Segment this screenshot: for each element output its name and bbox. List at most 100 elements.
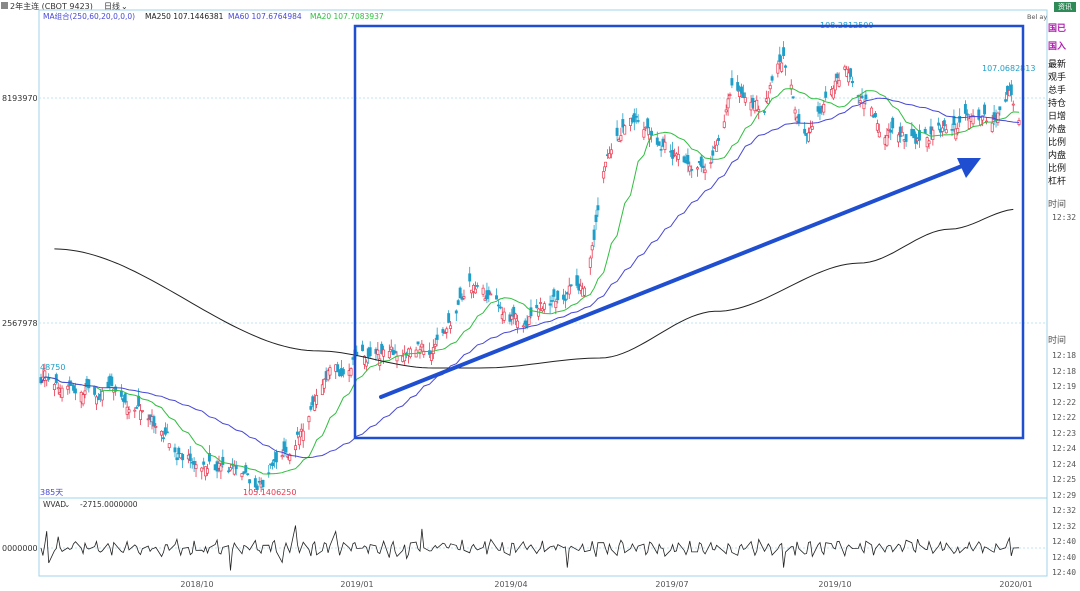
candle [165,423,169,434]
candle [835,72,839,85]
candle [173,443,177,458]
candle-body [833,80,837,91]
candle [682,155,686,163]
candle [548,295,552,314]
candle [274,449,278,469]
side-time-entry: 12:25 [1052,475,1077,484]
candle [60,385,64,402]
candle-body [904,134,908,142]
candle-body [623,125,627,135]
candle-body [192,461,196,465]
candle [885,128,889,147]
ma-group-label[interactable]: MA组合(250,60,20,0,0,0) [43,11,135,21]
candle [529,299,533,319]
chevron-down-icon[interactable]: ⌄ [121,2,128,11]
candle-body [284,446,288,453]
candle-body [280,455,284,458]
candle [246,473,250,476]
x-axis: 2018/10 2019/01 2019/04 2019/07 2019/10 … [180,580,1032,589]
candle [552,287,556,302]
candle-body [294,445,297,451]
candle-body [958,115,962,123]
candle-body [699,156,703,167]
candle [435,327,439,347]
candle [556,290,560,304]
candle [569,284,573,288]
candle-body [152,416,156,427]
candle-body [870,107,874,117]
candle-body [717,138,720,141]
candle [280,449,284,460]
candle-body [657,141,661,146]
candle [944,124,948,134]
candle [699,154,703,173]
candle-body [489,293,493,296]
candle-body [552,289,556,297]
candle [554,298,558,315]
side-time-header-1: 时间 [1048,200,1067,210]
news-badge[interactable]: 资讯 [1054,2,1076,12]
highlight-box [353,24,1025,440]
candle [592,225,596,247]
candle [843,64,847,71]
candle-body [782,47,786,56]
candle-body [728,94,732,97]
candle [965,109,969,121]
candle [297,431,301,450]
candle-body [807,132,810,142]
candle [481,284,485,298]
candle [542,301,546,313]
candle-body [889,129,893,133]
candle [736,75,740,92]
candle-body [420,343,424,348]
candle [376,342,380,359]
candle-body [688,165,692,172]
trend-arrow [379,158,981,399]
period-selector[interactable]: 日线 [104,1,120,11]
candle-body [336,364,340,373]
x-tick-label: 2019/04 [494,580,527,589]
candle-body [429,353,433,361]
candle [937,117,941,131]
candle [428,342,431,359]
candle-body [376,349,380,355]
candle [952,109,956,133]
candle-body [730,78,734,86]
candle-body [162,437,165,440]
window-icon[interactable] [1,2,8,9]
candle-body [127,409,131,413]
candle-body [364,361,368,367]
candle-body [496,304,500,307]
candle-body [472,285,475,292]
candle-body [607,153,611,159]
candle-body [650,130,653,136]
candle-body [711,150,715,156]
candle [607,146,611,159]
candle [468,266,472,288]
candle-body [349,368,353,376]
candle-body [248,479,252,484]
side-time-entry: 12:24 [1052,444,1077,453]
candle-body [594,214,598,223]
candle [768,82,772,94]
ma60-label: MA60 107.6764984 [228,12,302,21]
candle-body [487,290,491,295]
candle [160,430,164,442]
candle [221,449,225,468]
candle [837,72,841,88]
candle [498,301,502,310]
wvad-chevron-icon[interactable]: ⌄ [64,500,70,509]
ma250-label: MA250 107.1446381 [145,12,224,21]
candle [395,351,399,369]
candle-body [74,388,77,394]
candle [458,286,462,299]
candle [489,291,493,296]
candle-body [722,121,726,128]
candle-body [510,315,514,320]
candle [950,123,954,137]
candle-body [977,109,981,120]
candle [81,392,85,407]
candle [579,278,583,295]
candle [822,100,826,116]
candle-body [368,347,372,356]
